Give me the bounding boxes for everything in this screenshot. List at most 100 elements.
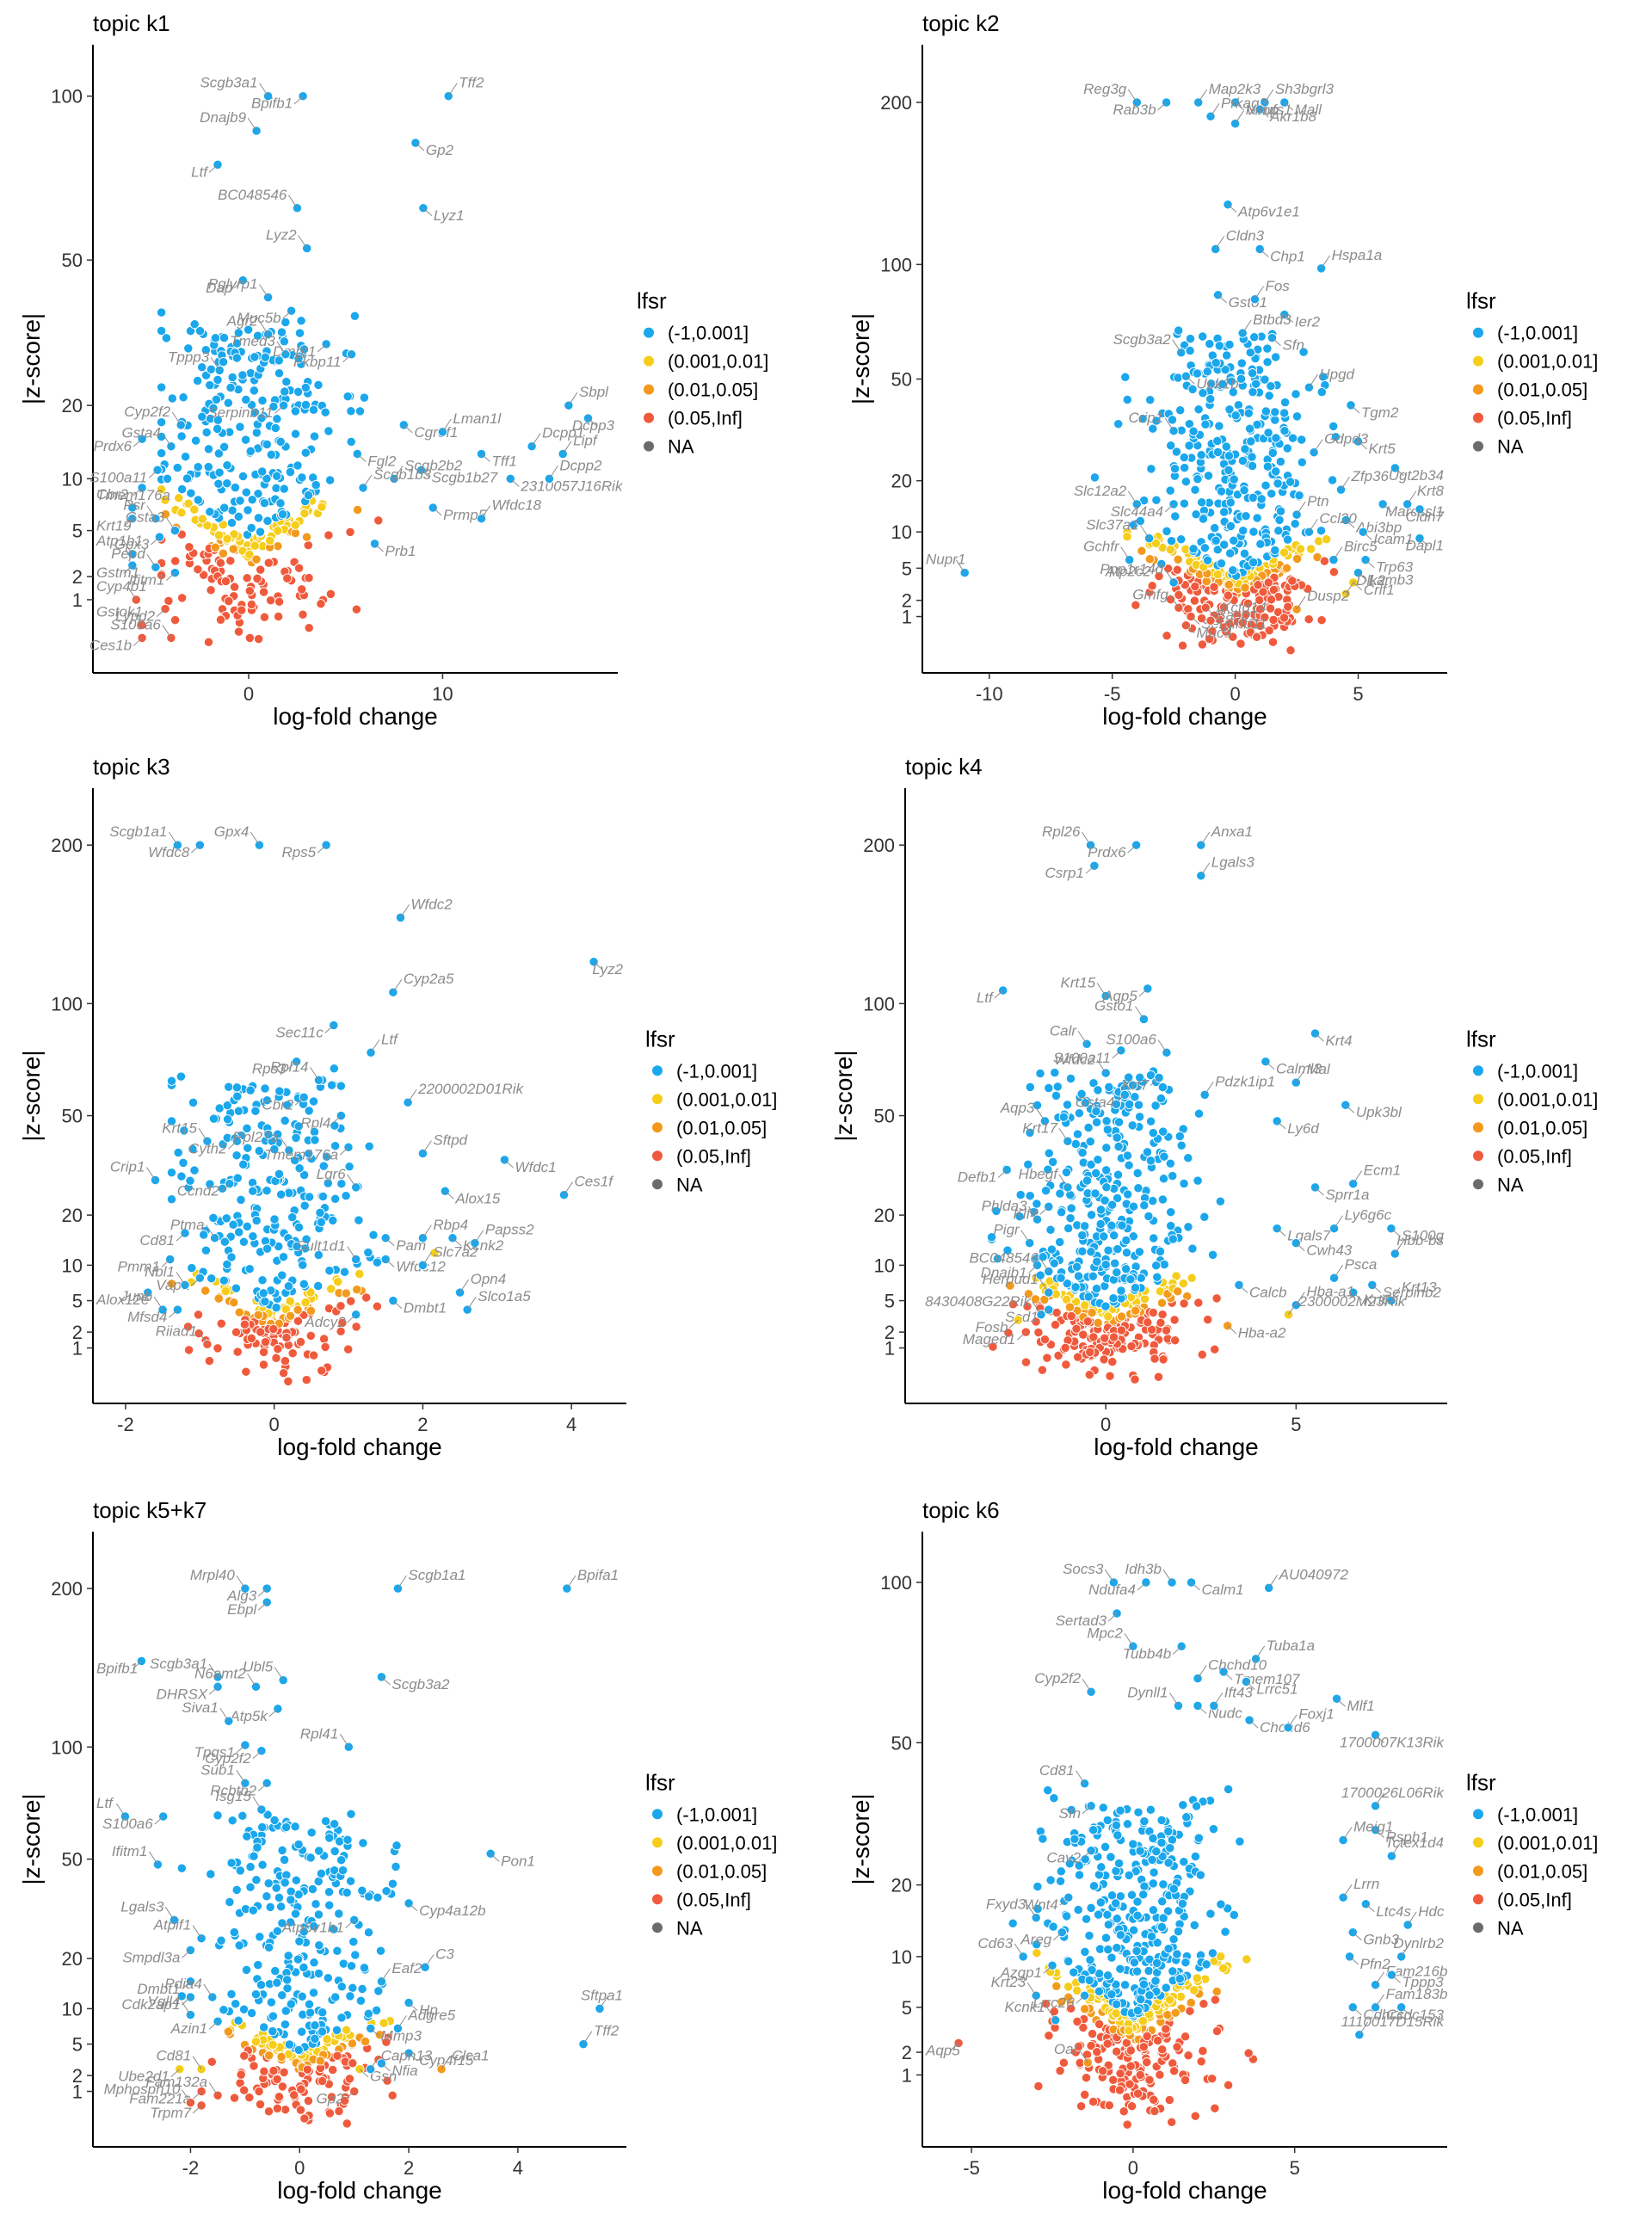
- gene-point: [1195, 1870, 1205, 1880]
- gene-point: [237, 370, 248, 380]
- gene-point: [1111, 1999, 1122, 2009]
- gene-point: [1173, 554, 1183, 564]
- gene-point: [1148, 1878, 1158, 1889]
- gene-label: Ier2: [1295, 314, 1321, 330]
- gene-point: [1106, 1199, 1118, 1210]
- x-axis-label: log-fold change: [277, 2177, 441, 2204]
- gene-point: [1251, 379, 1261, 389]
- gene-point: [1119, 2106, 1129, 2117]
- gene-point: [1274, 515, 1285, 526]
- gene-point: [231, 1283, 242, 1293]
- gene-point: [202, 521, 213, 531]
- gene-point: [290, 527, 300, 539]
- gene-point: [1279, 547, 1290, 558]
- gene-point: [250, 352, 260, 362]
- gene-point: [230, 482, 241, 493]
- gene-label: Aqp5: [925, 2042, 960, 2058]
- gene-point: [318, 1334, 330, 1344]
- gene-point: [1205, 633, 1215, 644]
- gene-point: [352, 1284, 362, 1295]
- gene-label-leader: [1264, 89, 1274, 103]
- gene-point: [1135, 515, 1145, 527]
- gene-point: [156, 307, 167, 318]
- gene-point: [336, 1301, 346, 1311]
- gene-point: [1148, 1833, 1158, 1844]
- labeled-gene-point: [1209, 1700, 1219, 1711]
- gene-label-leader: [432, 507, 442, 516]
- gene-point: [259, 2066, 269, 2076]
- gene-point: [1072, 1129, 1083, 1139]
- gene-point: [343, 1344, 354, 1354]
- gene-point: [241, 394, 251, 405]
- legend-label: NA: [1497, 1174, 1524, 1195]
- gene-point: [237, 471, 249, 482]
- gene-label: Mphosph10: [104, 2081, 181, 2098]
- gene-point: [1211, 1293, 1222, 1304]
- gene-point: [1082, 1316, 1093, 1327]
- gene-point: [183, 498, 194, 509]
- gene-label: Pon1: [501, 1853, 535, 1869]
- gene-point: [1070, 1282, 1081, 1292]
- gene-point: [1008, 1918, 1018, 1928]
- y-tick-label: 50: [891, 1732, 912, 1754]
- gene-point: [182, 473, 193, 484]
- gene-point: [338, 1958, 348, 1969]
- gene-point: [1077, 1147, 1088, 1158]
- gene-label: Rbp4: [433, 1217, 468, 1233]
- gene-point: [1088, 2096, 1099, 2107]
- gene-point: [250, 540, 260, 551]
- gene-label: Btbd3: [1253, 311, 1291, 328]
- gene-point: [299, 1279, 309, 1289]
- gene-point: [1131, 1946, 1142, 1957]
- gene-label: Wfdc2: [1054, 1051, 1096, 1068]
- gene-point: [1243, 408, 1254, 418]
- gene-label: Sftpd: [433, 1132, 467, 1149]
- gene-point: [254, 2086, 264, 2097]
- gene-label: Herpud1: [983, 1271, 1039, 1287]
- gene-label: Gdpd3: [1324, 431, 1369, 447]
- gene-point: [1106, 1989, 1117, 2000]
- gene-point: [1169, 464, 1180, 474]
- gene-point: [246, 522, 256, 533]
- gene-point: [1156, 1317, 1166, 1328]
- gene-label: Eaf2: [391, 1960, 422, 1976]
- gene-point: [249, 1851, 259, 1861]
- y-tick-label: 5: [72, 521, 83, 542]
- gene-point: [1139, 1200, 1150, 1211]
- gene-point: [308, 404, 319, 415]
- gene-label: Scgb1b3: [373, 466, 432, 483]
- legend-swatch: [652, 1179, 663, 1190]
- gene-point: [1088, 1825, 1099, 1835]
- labeled-gene-point: [1230, 118, 1241, 129]
- x-tick-label: -10: [976, 683, 1003, 705]
- gene-label: Cbr2: [262, 1096, 293, 1113]
- gene-point: [272, 471, 282, 481]
- gene-point: [1205, 394, 1216, 404]
- gene-point: [213, 1810, 223, 1821]
- labeled-gene-point: [1143, 533, 1155, 544]
- gene-point: [310, 1135, 320, 1145]
- gene-point: [1162, 526, 1172, 537]
- labeled-gene-point: [1131, 97, 1142, 108]
- gene-point: [1185, 333, 1196, 344]
- gene-point: [1139, 1816, 1150, 1827]
- labeled-gene-point: [256, 1804, 267, 1815]
- legend-label: (0.001,0.01]: [676, 1088, 777, 1110]
- gene-point: [1112, 1132, 1122, 1143]
- gene-point: [1179, 1178, 1189, 1189]
- gene-point: [274, 596, 285, 607]
- legend-swatch: [1473, 1865, 1483, 1877]
- gene-point: [285, 1310, 296, 1321]
- gene-point: [1183, 1153, 1193, 1163]
- gene-point: [1088, 1332, 1099, 1342]
- gene-point: [268, 2065, 279, 2076]
- legend-swatch: [1473, 1837, 1483, 1848]
- gene-point: [1055, 2065, 1065, 2076]
- gene-point: [1061, 1167, 1072, 1178]
- gene-point: [1214, 341, 1224, 351]
- gene-label: AU040972: [1279, 1566, 1349, 1582]
- gene-point: [1198, 388, 1208, 398]
- gene-point: [222, 478, 232, 489]
- gene-point: [268, 2039, 278, 2050]
- gene-point: [1179, 1298, 1189, 1309]
